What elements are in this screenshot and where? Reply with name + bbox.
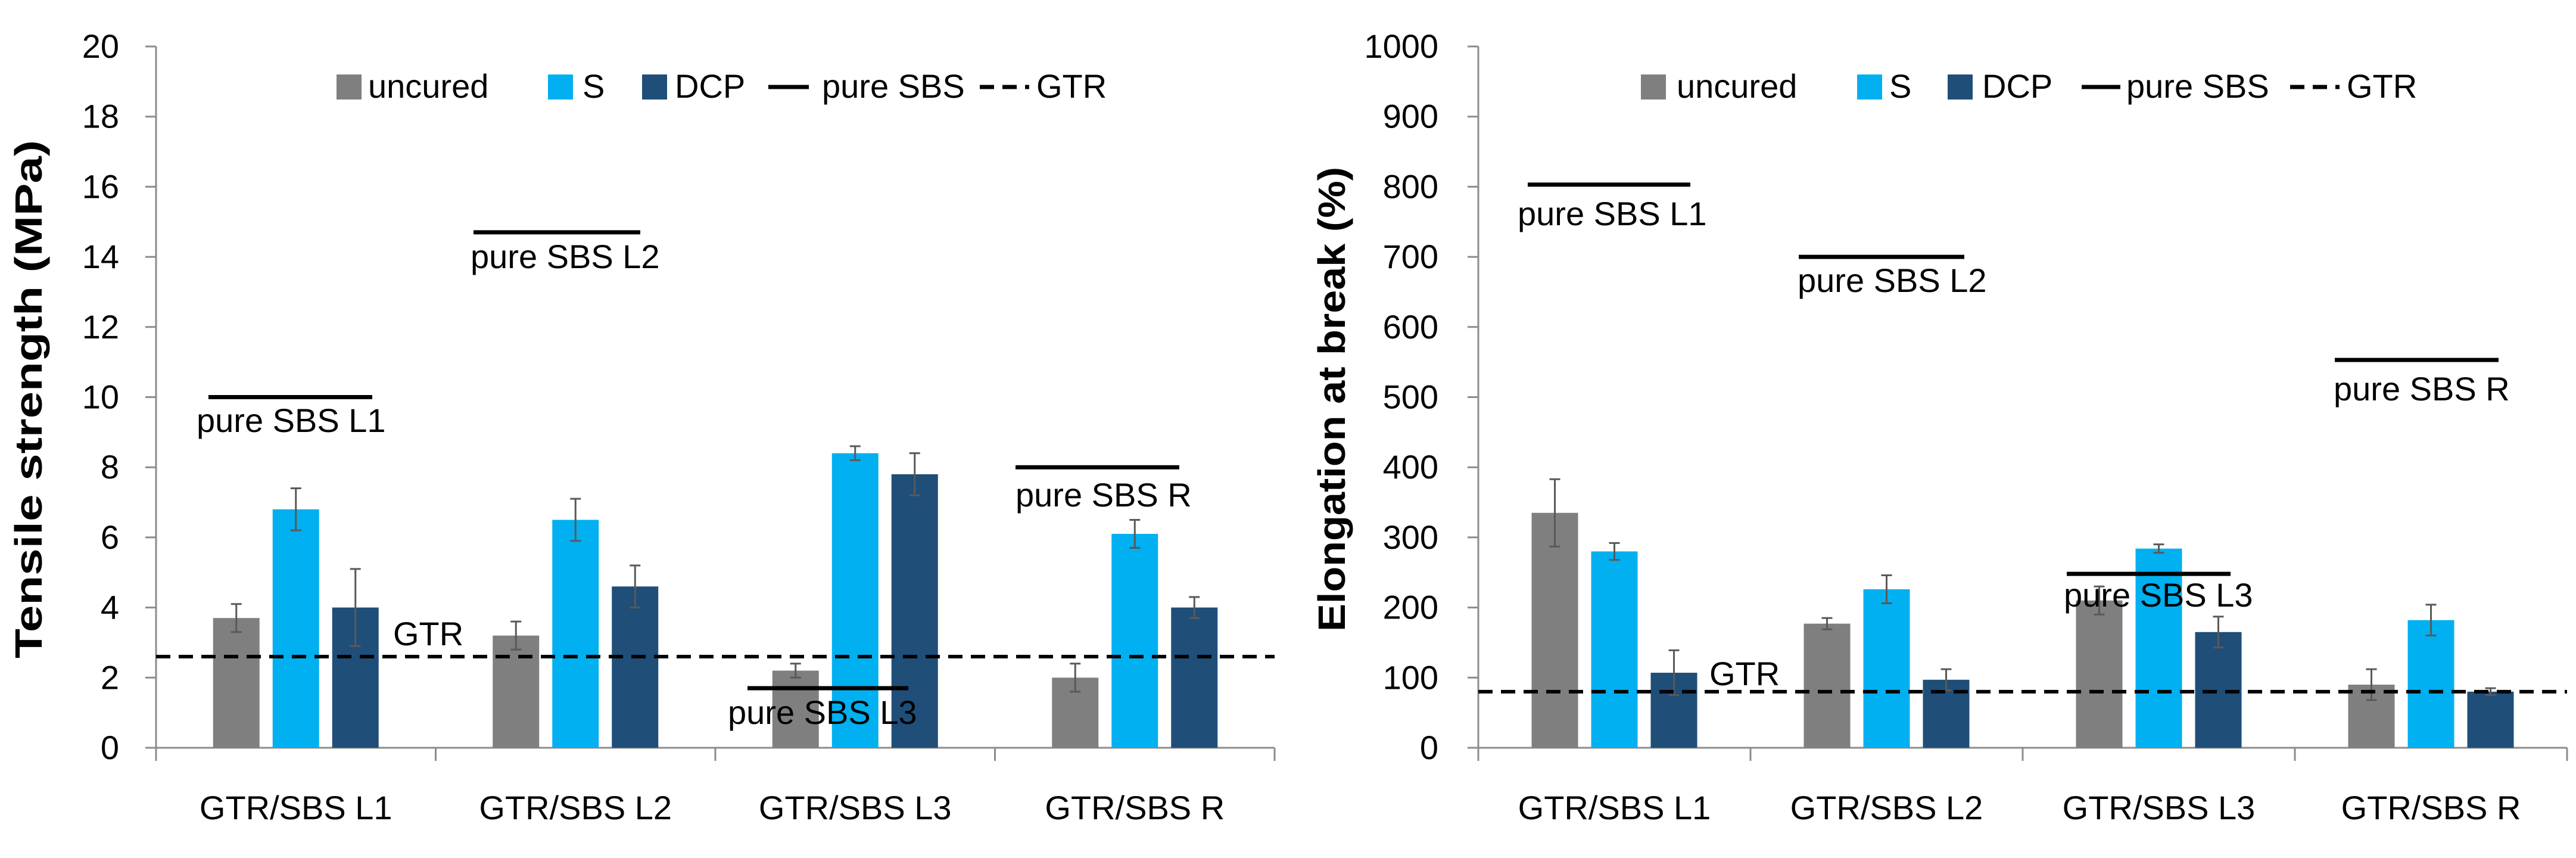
bar-uncured bbox=[1531, 512, 1578, 748]
legend-label: DCP bbox=[1982, 67, 2052, 105]
bar-dcp bbox=[612, 586, 659, 748]
y-axis-title: Elongation at break (%) bbox=[1310, 167, 1353, 632]
x-tick-label: GTR/SBS R bbox=[2341, 789, 2521, 826]
bar-s bbox=[1591, 551, 1638, 748]
pure-sbs-label: pure SBS L1 bbox=[197, 402, 386, 439]
legend-swatch-dcp bbox=[1948, 74, 1973, 100]
legend-label: pure SBS bbox=[2126, 67, 2269, 105]
bar-s bbox=[2135, 548, 2182, 748]
bar-dcp bbox=[2467, 691, 2514, 748]
y-tick-label: 20 bbox=[82, 27, 119, 65]
bar-s bbox=[1111, 534, 1158, 748]
bar-s bbox=[272, 509, 319, 748]
y-tick-label: 700 bbox=[1383, 238, 1438, 275]
legend-swatch-dcp bbox=[642, 74, 667, 100]
bar-uncured bbox=[213, 618, 260, 748]
y-tick-label: 10 bbox=[82, 378, 119, 416]
legend-swatch-s bbox=[548, 74, 573, 100]
bar-s bbox=[831, 453, 879, 748]
y-tick-label: 900 bbox=[1383, 98, 1438, 135]
pure-sbs-label: pure SBS L3 bbox=[728, 694, 917, 731]
legend-swatch-s bbox=[1857, 74, 1882, 100]
bar-dcp bbox=[891, 474, 938, 748]
x-tick-label: GTR/SBS L2 bbox=[479, 789, 672, 826]
legend: uncured S DCP pure SBS GTR bbox=[337, 67, 1107, 105]
x-tick-label: GTR/SBS R bbox=[1045, 789, 1225, 826]
y-tick-label: 4 bbox=[101, 589, 119, 626]
y-tick-label: 600 bbox=[1383, 308, 1438, 346]
bar-uncured bbox=[1803, 623, 1851, 748]
bar-uncured bbox=[2076, 600, 2123, 748]
legend-label: uncured bbox=[368, 67, 488, 105]
legend-label: uncured bbox=[1677, 67, 1797, 105]
x-tick-label: GTR/SBS L3 bbox=[2063, 789, 2256, 826]
y-tick-label: 14 bbox=[82, 238, 119, 275]
y-tick-label: 18 bbox=[82, 98, 119, 135]
bar-s bbox=[1863, 589, 1910, 748]
legend-label: S bbox=[583, 67, 605, 105]
x-tick-label: GTR/SBS L2 bbox=[1790, 789, 1983, 826]
gtr-label: GTR bbox=[393, 615, 463, 652]
x-tick-label: GTR/SBS L1 bbox=[1518, 789, 1711, 826]
legend-label: S bbox=[1889, 67, 1911, 105]
y-tick-label: 8 bbox=[101, 448, 119, 486]
legend: uncured S DCP pure SBS GTR bbox=[1641, 67, 2417, 105]
bar-s bbox=[552, 520, 599, 748]
x-tick-label: GTR/SBS L1 bbox=[200, 789, 393, 826]
y-tick-label: 800 bbox=[1383, 167, 1438, 205]
pure-sbs-label: pure SBS L3 bbox=[2064, 576, 2253, 614]
legend-label: pure SBS bbox=[822, 67, 965, 105]
y-tick-label: 1000 bbox=[1364, 27, 1438, 65]
y-tick-label: 2 bbox=[101, 658, 119, 696]
y-tick-label: 200 bbox=[1383, 589, 1438, 626]
y-tick-label: 6 bbox=[101, 518, 119, 556]
chart-panel-1: 0 2 4 6 8 10 12 14 16 18 20 GTR/SBS L1 GTR/SBS L2 GTR… bbox=[7, 27, 1276, 826]
pure-sbs-label: pure SBS R bbox=[2334, 370, 2510, 408]
legend-swatch-uncured bbox=[1641, 74, 1666, 100]
legend-label: GTR bbox=[2347, 67, 2417, 105]
y-tick-label: 12 bbox=[82, 308, 119, 346]
y-axis-title: Tensile strength (MPa) bbox=[7, 140, 50, 658]
pure-sbs-label: pure SBS L1 bbox=[1518, 195, 1707, 232]
y-tick-label: 0 bbox=[1420, 729, 1438, 766]
gtr-label: GTR bbox=[1709, 655, 1780, 692]
legend-swatch-uncured bbox=[337, 74, 362, 100]
y-tick-label: 500 bbox=[1383, 378, 1438, 416]
x-tick-label: GTR/SBS L3 bbox=[759, 789, 952, 826]
y-tick-label: 0 bbox=[101, 729, 119, 766]
y-tick-label: 100 bbox=[1383, 658, 1438, 696]
bar-dcp bbox=[1171, 607, 1218, 748]
bar-s bbox=[2407, 620, 2454, 748]
y-tick-label: 16 bbox=[82, 167, 119, 205]
legend-label: DCP bbox=[675, 67, 745, 105]
pure-sbs-label: pure SBS L2 bbox=[471, 238, 660, 275]
bar-uncured bbox=[772, 670, 819, 748]
pure-sbs-label: pure SBS R bbox=[1016, 476, 1192, 514]
y-tick-label: 400 bbox=[1383, 448, 1438, 486]
pure-sbs-label: pure SBS L2 bbox=[1798, 262, 1987, 299]
y-tick-label: 300 bbox=[1383, 518, 1438, 556]
bar-uncured bbox=[493, 635, 540, 748]
legend-label: GTR bbox=[1036, 67, 1107, 105]
chart-panel-2: 0 100 200 300 400 500 600 700 800 900 1000 GTR/SBS … bbox=[1310, 27, 2568, 826]
